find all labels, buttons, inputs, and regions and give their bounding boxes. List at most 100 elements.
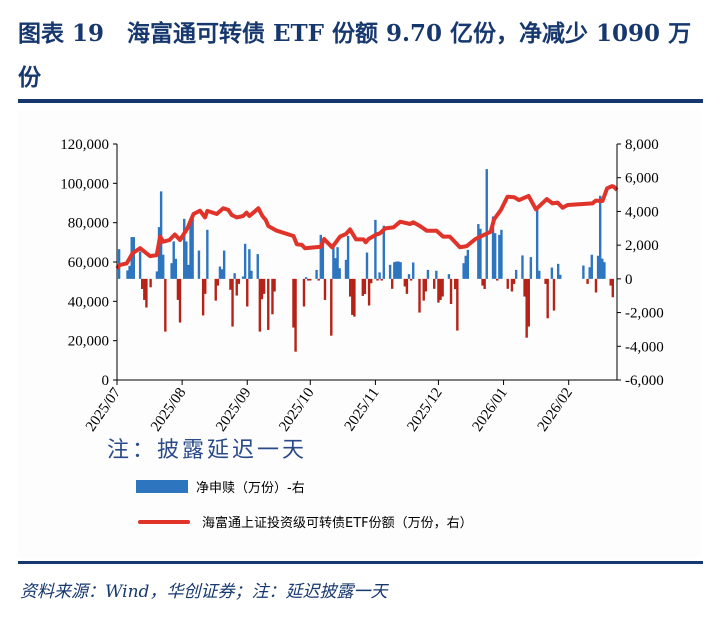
- bar: [550, 267, 554, 279]
- bar: [464, 255, 467, 279]
- bar: [229, 278, 232, 290]
- etf-share-line: [115, 184, 619, 270]
- legend-label-bar: 净申赎（万份）-右: [196, 481, 305, 496]
- bar: [456, 278, 459, 331]
- bar: [302, 278, 306, 307]
- bar: [319, 234, 322, 279]
- right-tick-label: -6,000: [625, 373, 664, 389]
- bar: [344, 259, 348, 279]
- bar: [187, 264, 190, 279]
- bar: [294, 278, 297, 352]
- bar: [176, 278, 180, 300]
- figure-title: 图表 19 海富通可转债 ETF 份额 9.70 亿份，净减少 1090 万份: [18, 20, 692, 91]
- bar: [538, 270, 541, 279]
- bar: [546, 278, 549, 319]
- bar: [260, 278, 264, 300]
- bar: [334, 258, 337, 279]
- bar: [128, 265, 131, 279]
- bar: [525, 278, 528, 338]
- right-tick-label: -4,000: [625, 339, 664, 355]
- bar: [521, 255, 524, 279]
- bar: [231, 278, 234, 327]
- bar: [590, 254, 593, 279]
- bar: [422, 278, 425, 301]
- bar: [588, 267, 591, 279]
- bar: [321, 243, 325, 279]
- left-tick-label: 0: [102, 373, 110, 389]
- bar: [315, 269, 318, 279]
- bar: [164, 278, 167, 332]
- bar: [403, 278, 407, 287]
- x-tick-label: 2025/11: [342, 385, 383, 434]
- bar: [418, 278, 421, 313]
- bar: [514, 269, 518, 279]
- bar: [544, 278, 547, 284]
- bar: [216, 278, 220, 286]
- bar: [367, 278, 371, 306]
- x-tick-label: 2025/08: [148, 385, 189, 434]
- x-tick-label: 2026/02: [535, 385, 576, 434]
- bar: [174, 258, 178, 279]
- left-tick-label: 20,000: [68, 334, 109, 350]
- bar: [330, 278, 333, 336]
- bar: [222, 250, 226, 279]
- bar: [559, 274, 562, 279]
- legend-item-bar: 净申赎（万份）-右: [136, 477, 305, 496]
- bar: [338, 268, 341, 279]
- bar: [309, 278, 312, 281]
- bar: [601, 258, 604, 279]
- bar: [201, 278, 205, 316]
- bar: [141, 278, 144, 289]
- bar: [388, 264, 392, 279]
- bar: [214, 278, 217, 301]
- title-divider: [18, 99, 703, 103]
- bar: [206, 229, 209, 279]
- bar: [496, 278, 499, 281]
- x-tick-label: 2025/12: [404, 385, 445, 434]
- bar: [506, 278, 509, 289]
- bar: [493, 233, 497, 279]
- bar: [393, 262, 396, 279]
- bar: [449, 278, 453, 304]
- bar: [378, 272, 381, 279]
- bar: [491, 216, 495, 279]
- bar: [143, 278, 146, 300]
- right-tick-label: 6,000: [625, 171, 659, 187]
- bar: [603, 262, 606, 279]
- bar: [197, 250, 201, 279]
- bar: [586, 278, 589, 284]
- left-tick-label: 60,000: [68, 255, 109, 271]
- bar: [447, 274, 451, 279]
- bar: [233, 273, 236, 279]
- left-tick-label: 100,000: [60, 176, 109, 192]
- bar: [241, 276, 245, 279]
- x-tick-label: 2025/10: [276, 385, 317, 434]
- bar: [391, 278, 394, 289]
- bar: [512, 278, 516, 284]
- bar: [409, 278, 413, 281]
- bar: [361, 278, 364, 296]
- bar: [466, 249, 470, 279]
- bar: [138, 251, 142, 279]
- bar: [535, 209, 539, 279]
- legend-item-line: 海富通上证投资级可转债ETF份额（万份，右）: [138, 512, 473, 531]
- bar: [246, 278, 249, 307]
- bar: [596, 255, 600, 279]
- bar: [510, 278, 514, 292]
- bar: [380, 278, 383, 281]
- bar: [462, 263, 465, 279]
- bar: [365, 252, 369, 279]
- bar: [351, 278, 354, 315]
- right-tick-label: -2,000: [625, 306, 664, 322]
- chart-note: 注：披露延迟一天: [107, 438, 308, 463]
- bar: [370, 278, 373, 284]
- bar: [248, 249, 251, 279]
- bar: [258, 278, 262, 332]
- bar: [191, 217, 194, 279]
- bar: [483, 278, 486, 289]
- bar: [235, 278, 238, 296]
- bar: [218, 266, 222, 279]
- bar: [183, 218, 186, 279]
- bar: [611, 278, 614, 298]
